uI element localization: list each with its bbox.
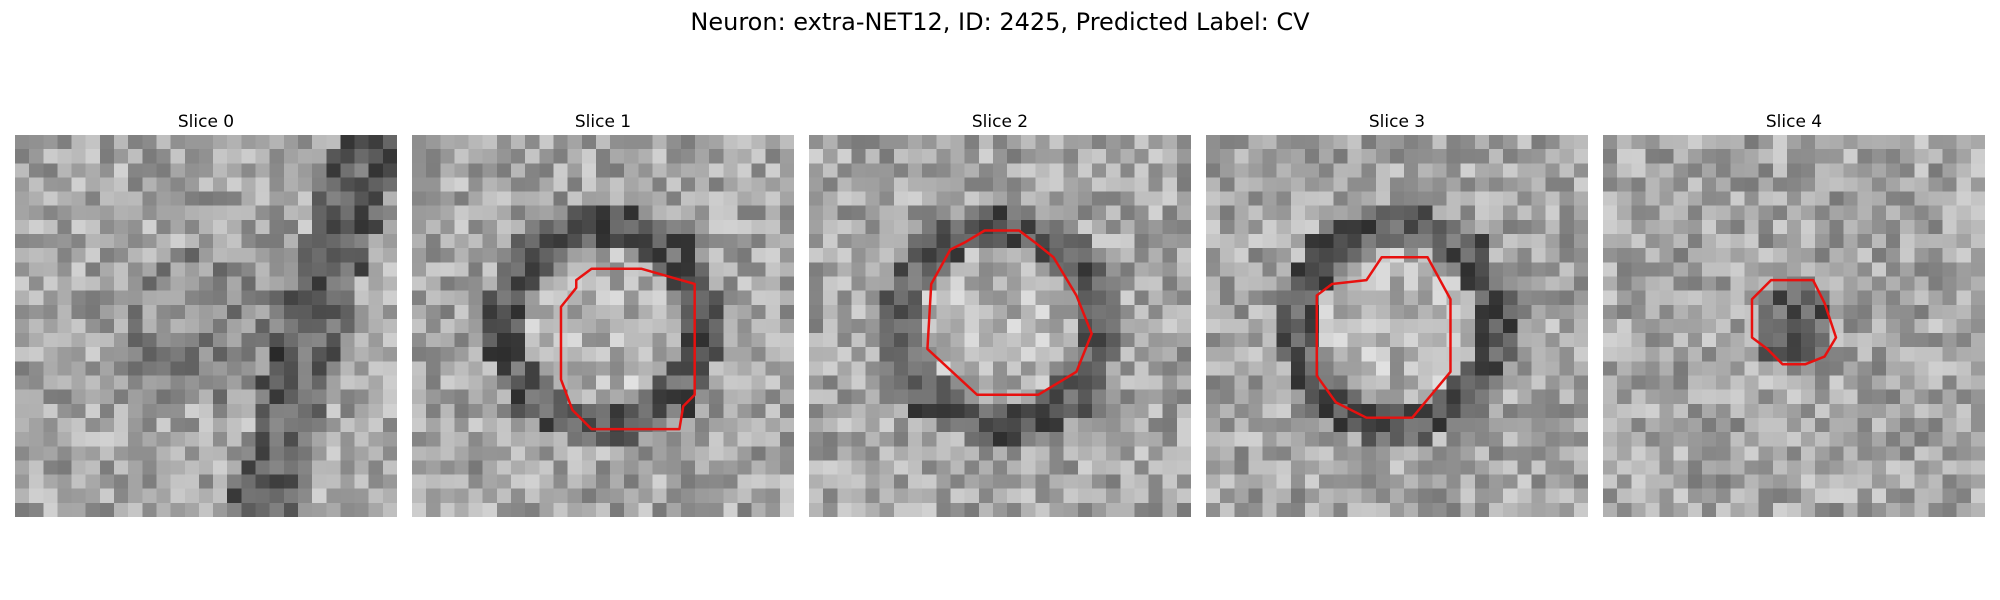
- segmentation-contour: [559, 267, 696, 431]
- slice-title: Slice 2: [971, 112, 1029, 132]
- contour-overlay: [1750, 278, 1838, 366]
- slice-image: [15, 135, 397, 517]
- slice-panel-4: Slice 4: [1603, 111, 1985, 517]
- slice-panel-3: Slice 3: [1206, 111, 1588, 517]
- slice-title: Slice 4: [1765, 112, 1823, 132]
- segmentation-contour: [926, 229, 1093, 397]
- contour-overlay: [926, 229, 1093, 397]
- slice-image: [412, 135, 794, 517]
- contour-overlay: [1315, 255, 1452, 419]
- contour-overlay: [559, 267, 696, 431]
- contour-overlay: [15, 135, 397, 517]
- slice-title: Slice 0: [177, 112, 235, 132]
- figure-title: Neuron: extra-NET12, ID: 2425, Predicted…: [690, 8, 1310, 36]
- segmentation-contour: [1315, 255, 1452, 419]
- slice-panel-2: Slice 2: [809, 111, 1191, 517]
- slice-image: [809, 135, 1191, 517]
- slice-title: Slice 1: [574, 112, 632, 132]
- slice-image: [1206, 135, 1588, 517]
- slice-title: Slice 3: [1368, 112, 1426, 132]
- segmentation-contour: [1750, 278, 1838, 366]
- slice-panel-1: Slice 1: [412, 111, 794, 517]
- slice-image: [1603, 135, 1985, 517]
- slice-panel-0: Slice 0: [15, 111, 397, 517]
